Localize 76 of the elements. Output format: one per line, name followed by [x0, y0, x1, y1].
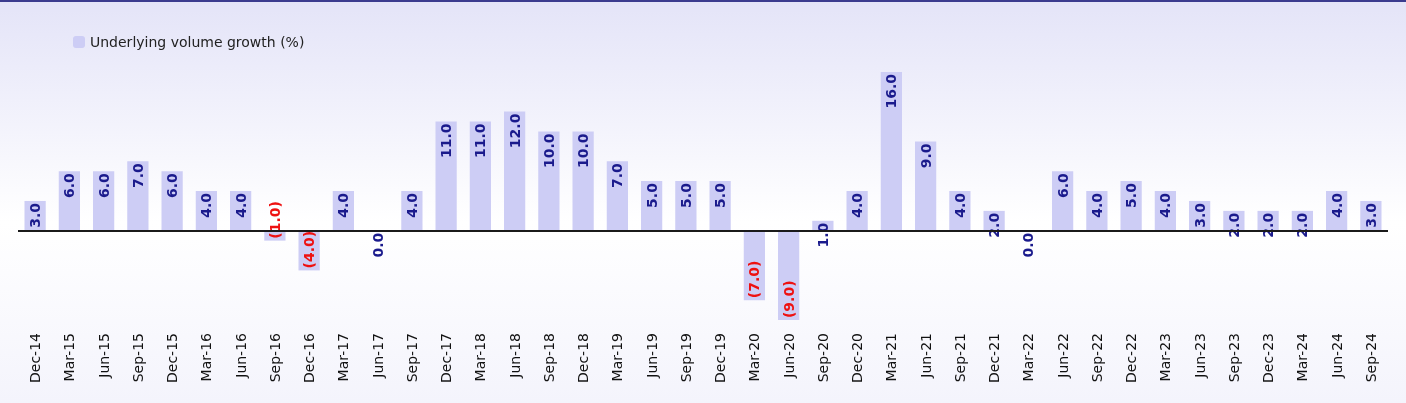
data-label: 5.0 [712, 182, 729, 208]
data-label: (4.0) [301, 230, 318, 269]
data-label: 4.0 [335, 192, 352, 218]
data-label: 4.0 [849, 192, 866, 218]
data-label: (1.0) [266, 201, 283, 239]
data-label: 3.0 [1191, 202, 1208, 228]
x-tick-label: Jun-16 [232, 332, 249, 379]
x-tick-label: Mar-24 [1294, 332, 1311, 382]
x-tick-label: Mar-19 [609, 333, 626, 382]
data-label: 11.0 [438, 123, 455, 159]
data-label: 5.0 [643, 182, 660, 208]
data-label: 10.0 [575, 133, 592, 169]
x-tick-label: Mar-22 [1020, 333, 1037, 382]
data-label: 5.0 [677, 182, 694, 208]
data-label: 4.0 [403, 192, 420, 218]
data-label: 12.0 [506, 113, 523, 149]
x-tick-label: Mar-15 [61, 333, 78, 382]
data-label: 6.0 [61, 172, 78, 198]
x-tick-label: Dec-23 [1260, 333, 1277, 383]
data-label: 4.0 [232, 192, 249, 218]
x-tick-label: Dec-15 [164, 333, 181, 383]
x-tick-label: Jun-18 [506, 333, 523, 379]
x-tick-label: Dec-19 [712, 333, 729, 383]
x-tick-label: Dec-18 [575, 333, 592, 383]
x-tick-label: Mar-23 [1157, 333, 1174, 382]
data-label: 4.0 [951, 192, 968, 218]
data-label: 7.0 [609, 163, 626, 189]
x-tick-label: Sep-23 [1225, 333, 1242, 383]
data-label: 0.0 [1020, 232, 1037, 258]
data-label: 4.0 [1088, 192, 1105, 218]
x-tick-label: Jun-19 [643, 333, 660, 379]
x-tick-label: Jun-15 [95, 333, 112, 379]
x-tick-label: Sep-18 [540, 333, 557, 383]
x-tick-label: Sep-21 [951, 333, 968, 383]
data-label: 6.0 [95, 172, 112, 198]
data-label: 10.0 [540, 133, 557, 169]
data-label: 5.0 [1123, 182, 1140, 208]
x-tick-label: Dec-16 [301, 332, 318, 383]
x-tick-label: Dec-20 [849, 333, 866, 383]
data-label: 6.0 [164, 172, 181, 198]
x-tick-label: Mar-20 [746, 333, 763, 382]
x-tick-label: Mar-18 [472, 333, 489, 382]
data-label: 4.0 [1157, 192, 1174, 218]
x-tick-label: Jun-22 [1054, 333, 1071, 379]
x-tick-label: Dec-14 [27, 332, 44, 383]
data-label: 11.0 [472, 123, 489, 159]
data-label: (7.0) [746, 260, 763, 299]
x-tick-label: Jun-20 [780, 333, 797, 379]
x-tick-label: Sep-20 [814, 333, 831, 383]
x-tick-label: Mar-16 [198, 332, 215, 382]
x-tick-label: Sep-24 [1362, 332, 1379, 383]
legend-label: Underlying volume growth (%) [90, 34, 305, 50]
data-label: 0.0 [369, 232, 386, 258]
data-label: 3.0 [27, 202, 44, 228]
x-tick-label: Dec-22 [1123, 333, 1140, 383]
data-label: 4.0 [1328, 192, 1345, 218]
data-label: 3.0 [1362, 202, 1379, 228]
data-label: 7.0 [129, 163, 146, 189]
x-tick-label: Jun-23 [1191, 333, 1208, 379]
x-tick-label: Sep-22 [1088, 333, 1105, 383]
x-tick-label: Sep-17 [403, 333, 420, 383]
data-label: 6.0 [1054, 172, 1071, 198]
data-label: (9.0) [780, 280, 797, 319]
x-tick-label: Mar-21 [883, 333, 900, 382]
x-tick-label: Sep-19 [677, 333, 694, 383]
x-tick-label: Mar-17 [335, 333, 352, 382]
data-label: 16.0 [883, 73, 900, 109]
data-label: 4.0 [198, 192, 215, 218]
data-label: 9.0 [917, 143, 934, 169]
x-tick-label: Jun-17 [369, 333, 386, 379]
x-tick-label: Sep-15 [129, 333, 146, 383]
x-tick-label: Sep-16 [266, 332, 283, 383]
x-tick-label: Dec-21 [986, 333, 1003, 383]
x-tick-label: Dec-17 [438, 333, 455, 383]
x-tick-label: Jun-21 [917, 333, 934, 379]
x-tick-label: Jun-24 [1328, 332, 1345, 379]
